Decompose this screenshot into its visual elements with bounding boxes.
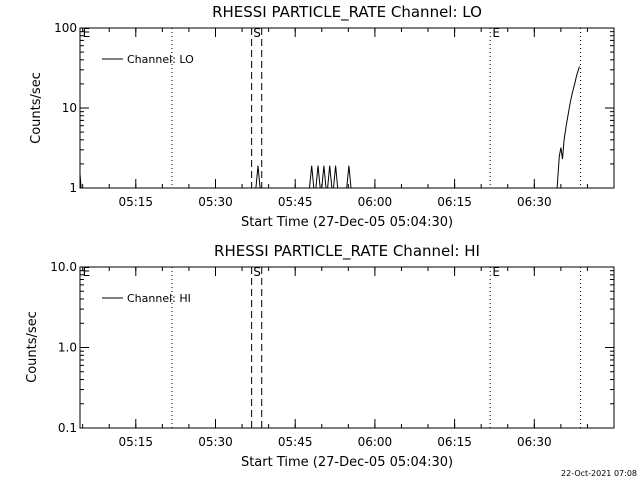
lo-x-tick-label: 05:30 xyxy=(198,195,233,209)
generated-timestamp: 22-Oct-2021 07:08 xyxy=(561,469,637,478)
hi-chart-title: RHESSI PARTICLE_RATE Channel: HI xyxy=(214,242,480,261)
hi-flag-label: E xyxy=(492,265,500,279)
hi-x-tick-label: 05:45 xyxy=(278,435,313,449)
lo-series-line xyxy=(321,165,327,189)
lo-series-line xyxy=(309,165,315,189)
hi-y-tick-label: 0.1 xyxy=(58,421,77,435)
lo-series-line xyxy=(556,66,580,189)
lo-series-line xyxy=(333,165,339,189)
lo-series-line xyxy=(315,165,321,189)
lo-x-tick-label: 06:00 xyxy=(358,195,393,209)
hi-x-axis-label: Start Time (27-Dec-05 05:04:30) xyxy=(241,455,453,470)
lo-x-tick-label: 06:30 xyxy=(517,195,552,209)
hi-legend-label: Channel: HI xyxy=(127,292,191,305)
lo-x-axis-label: Start Time (27-Dec-05 05:04:30) xyxy=(241,215,453,230)
hi-flag-label: E xyxy=(83,265,91,279)
hi-channel-panel: RHESSI PARTICLE_RATE Channel: HI Counts/… xyxy=(25,242,615,470)
lo-y-tick-label: 1 xyxy=(69,181,77,195)
hi-y-tick-label: 10.0 xyxy=(50,260,77,274)
hi-x-tick-label: 06:00 xyxy=(358,435,393,449)
lo-y-axis-label: Counts/sec xyxy=(29,72,44,144)
lo-channel-panel: RHESSI PARTICLE_RATE Channel: LO Counts/… xyxy=(29,3,615,230)
lo-x-tick-label: 05:15 xyxy=(118,195,153,209)
lo-y-tick-label: 10 xyxy=(62,101,77,115)
hi-x-tick-label: 06:15 xyxy=(437,435,472,449)
hi-x-tick-label: 05:30 xyxy=(198,435,233,449)
lo-series-line xyxy=(255,165,261,189)
lo-y-tick-label: 100 xyxy=(54,21,77,35)
lo-flag-label: E xyxy=(492,26,500,40)
lo-flag-label: S xyxy=(253,26,261,40)
lo-series-line xyxy=(327,165,333,189)
hi-flag-label: S xyxy=(253,265,261,279)
lo-series-line xyxy=(346,165,352,189)
hi-y-axis-label: Counts/sec xyxy=(25,311,40,383)
lo-legend-label: Channel: LO xyxy=(127,53,194,66)
lo-series-line xyxy=(79,173,82,189)
lo-chart-title: RHESSI PARTICLE_RATE Channel: LO xyxy=(212,3,482,22)
hi-y-tick-label: 1.0 xyxy=(58,341,77,355)
hi-x-tick-label: 05:15 xyxy=(118,435,153,449)
hi-x-tick-label: 06:30 xyxy=(517,435,552,449)
lo-x-tick-label: 05:45 xyxy=(278,195,313,209)
lo-x-tick-label: 06:15 xyxy=(437,195,472,209)
lo-flag-label: E xyxy=(83,26,91,40)
